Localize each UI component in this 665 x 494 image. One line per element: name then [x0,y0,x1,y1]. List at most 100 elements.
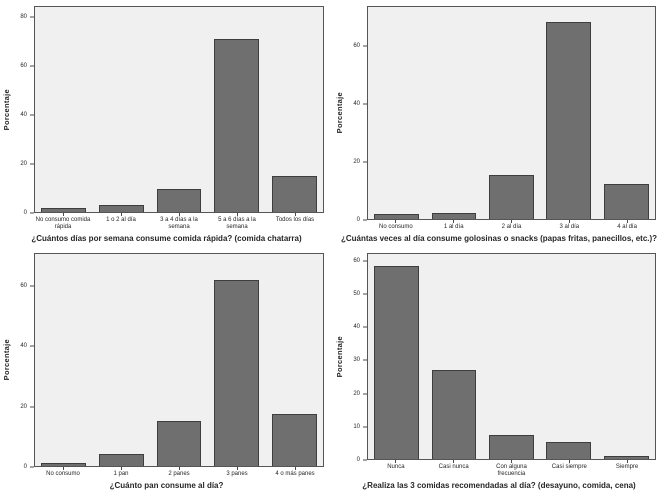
x-axis-label: 3 a 4 días a la semana [160,216,198,230]
x-axis-label: 1 o 2 al día [106,216,136,223]
bar-slot [93,254,151,466]
y-tick-label: 0 [356,216,360,223]
x-tick-mark [511,219,512,223]
bar-slot [483,254,540,459]
y-tick-label: 0 [23,209,27,216]
bar [489,434,534,459]
bar-slot [208,7,266,212]
bar [156,189,202,212]
y-axis: 0 20 40 60 [346,6,367,223]
chart-title: ¿Cuántas veces al día consume golosinas … [340,234,658,243]
bar [546,22,592,219]
plot-area [367,253,656,460]
y-tick-label: 60 [20,62,27,69]
plot-area [34,253,324,467]
plot-area [367,6,656,220]
bar [603,455,649,459]
bar [271,176,317,212]
x-axis-label: 5 a 6 días a la semana [218,216,256,230]
bar [41,462,87,466]
y-tick-mark [30,16,34,18]
x-tick-mark [120,212,122,216]
bar [98,204,144,212]
bar-slot [425,254,482,459]
bar [431,369,477,459]
y-tick-mark [30,406,34,408]
x-tick-mark [626,219,628,223]
y-tick-mark [30,163,34,165]
plot-row: Porcentaje 0 20 40 60 [0,248,333,470]
y-tick-label: 30 [353,357,360,364]
x-tick-mark [294,466,296,470]
x-axis-label: No consumo [379,223,413,230]
y-tick-mark [30,212,34,214]
y-axis: 0 20 40 60 [13,253,34,470]
x-axis-label: 4 o más panes [275,470,315,477]
x-tick-mark [62,466,64,470]
x-tick-mark [568,219,570,223]
y-tick-label: 20 [353,390,360,397]
y-tick-label: 20 [20,403,27,410]
bar-slot [540,7,597,219]
x-axis-label: No consumo [46,470,80,477]
x-axis-label: 4 al día [617,223,637,230]
x-axis-label: Con alguna frecuencia [496,463,527,477]
y-tick-mark [363,161,367,163]
bar [214,38,260,212]
bar [98,453,144,466]
x-axis-label: 2 panes [168,470,190,477]
y-tick-label: 40 [20,343,27,350]
y-tick-mark [30,114,34,116]
y-tick-mark [30,65,34,67]
x-axis-ticks [34,466,324,470]
chart-bread: Porcentaje 0 20 40 60 No consumo 1 pan 2 pane… [0,247,333,494]
x-axis-label: 1 pan [113,470,129,477]
x-tick-mark [568,459,570,463]
bar [156,421,202,466]
x-tick-mark [395,219,397,223]
bar-slot [150,254,208,466]
bar-slot [265,254,323,466]
plot-row: Porcentaje 0 10 20 30 40 50 60 [333,248,665,463]
y-tick-label: 40 [20,111,27,118]
y-tick-label: 40 [353,101,360,108]
x-axis-labels: No consumo comida rápida 1 o 2 al día 3 a … [34,216,324,231]
x-axis-label: 1 al día [443,223,464,230]
x-tick-mark [178,466,180,470]
chart-title: ¿Realiza las 3 comidas recomendadas al d… [362,481,636,490]
x-tick-mark [511,459,512,463]
y-axis: 0 20 40 60 80 [13,6,34,216]
plot-row: Porcentaje 0 20 40 60 80 [0,1,333,216]
y-tick-label: 10 [353,423,360,430]
y-tick-label: 20 [353,159,360,166]
x-tick-mark [453,459,455,463]
y-tick-mark [363,326,367,328]
bar-slot [598,7,655,219]
y-tick-mark [363,359,367,361]
bar-slot [35,7,93,212]
y-tick-mark [363,219,367,221]
bar [271,413,317,466]
x-axis-label: Todos los días [275,216,315,223]
bar-slot [540,254,597,459]
y-tick-mark [363,459,367,461]
x-axis-label: 3 al día [559,223,580,230]
x-axis-label: Casi nunca [438,463,469,470]
x-tick-mark [395,459,397,463]
bar-slot [598,254,655,459]
x-axis-label: Nunca [387,463,405,470]
y-tick-label: 60 [353,43,360,50]
bar-slot [483,7,540,219]
x-tick-mark [178,212,180,216]
x-axis-labels: No consumo 1 pan 2 panes 3 panes 4 o más pan… [34,470,324,478]
x-axis-label: No consumo comida rápida [35,216,91,230]
bar [374,213,420,219]
bar-slot [368,254,425,459]
y-tick-label: 80 [20,14,27,21]
y-axis-label: Porcentaje [2,339,11,381]
y-tick-label: 20 [20,160,27,167]
bar-slot [265,7,323,212]
bar-slot [368,7,425,219]
chart-title: ¿Cuánto pan consume al día? [109,481,224,490]
